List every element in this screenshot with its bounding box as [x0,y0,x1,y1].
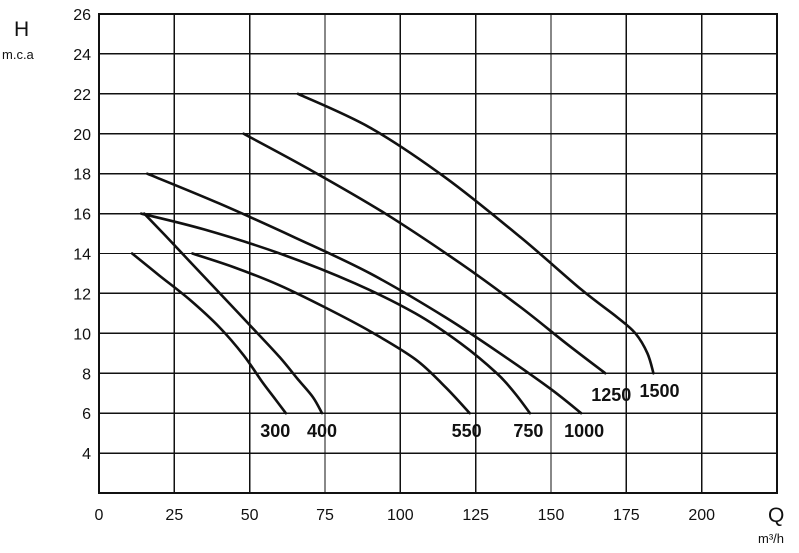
tick-label-layer: 0 25 50 75 100 125 150 175 200 4 6 8 10 12 14 16 18 20 22 2… [73,7,715,524]
y-tick-label: 18 [73,167,91,184]
x-axis-unit: m³/h [758,531,784,546]
x-tick-label: 175 [613,507,640,524]
pump-curve-750 [139,212,532,415]
x-tick-label: 150 [538,507,565,524]
pump-curve-400 [142,212,324,415]
curve-label-1000: 1000 [564,421,604,441]
y-tick-label: 20 [73,127,91,144]
curve-label-550: 550 [452,421,482,441]
x-tick-label: 0 [95,507,104,524]
y-tick-label: 4 [82,446,91,463]
y-tick-label: 16 [73,207,91,224]
x-tick-label: 125 [462,507,489,524]
plot-frame [98,13,778,494]
y-tick-label: 6 [82,406,91,423]
y-axis-unit: m.c.a [2,47,35,62]
y-tick-label: 8 [82,366,91,383]
curve-layer [130,92,655,415]
y-tick-label: 12 [73,286,91,303]
x-tick-label: 50 [241,507,259,524]
grid-layer [98,13,778,494]
pump-curve-1250 [242,132,607,375]
y-tick-label: 26 [73,7,91,24]
curve-label-1500: 1500 [639,381,679,401]
x-tick-label: 100 [387,507,414,524]
curve-label-300: 300 [260,421,290,441]
y-tick-label: 14 [73,247,91,264]
curve-label-layer: 300 400 550 750 1000 1250 1500 [260,381,679,441]
y-axis-symbol: H [14,18,29,41]
pump-curve-1000 [145,172,583,415]
y-tick-label: 24 [73,47,91,64]
x-tick-label: 200 [688,507,715,524]
x-axis-symbol: Q [768,504,784,527]
pump-curve-550 [191,252,471,415]
y-tick-label: 10 [73,326,91,343]
axis-title-layer: H m.c.a Q m³/h [2,18,784,546]
pump-curve-1500 [296,92,655,375]
curve-label-750: 750 [513,421,543,441]
x-tick-label: 75 [316,507,334,524]
curve-label-400: 400 [307,421,337,441]
curve-label-1250: 1250 [591,385,631,405]
y-tick-label: 22 [73,87,91,104]
x-tick-label: 25 [165,507,183,524]
pump-curve-300 [130,252,288,415]
